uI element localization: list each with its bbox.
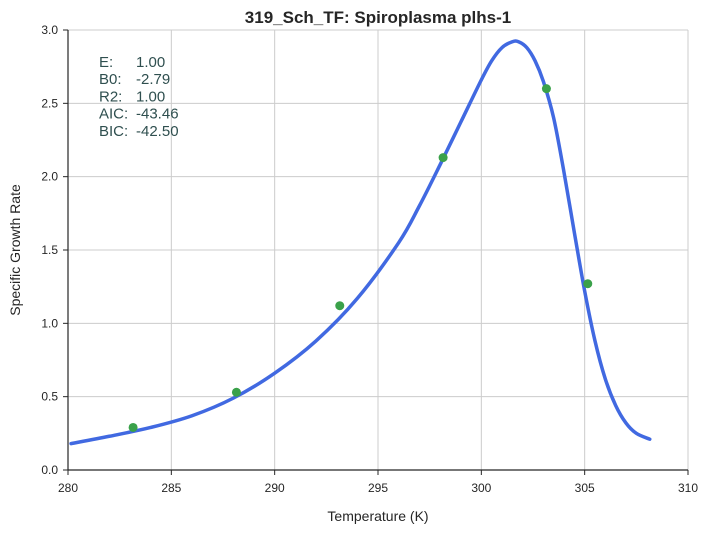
y-axis-label: Specific Growth Rate [7,184,23,316]
y-ticks: 0.0 0.5 1.0 1.5 2.0 2.5 3.0 [41,23,68,477]
x-tick-label: 300 [471,481,491,495]
y-tick-label: 3.0 [41,23,58,37]
data-point [128,422,138,432]
stat-label: BIC: [99,123,128,140]
stat-value: -42.50 [136,123,179,140]
fit-curve-line [69,39,652,446]
y-tick-label: 2.5 [41,96,58,110]
data-point [541,84,551,94]
x-tick-label: 295 [368,481,388,495]
stat-label: E: [99,54,113,71]
data-point [438,153,448,163]
chart-title: 319_Sch_TF: Spiroplasma plhs-1 [245,8,511,27]
x-tick-label: 290 [265,481,285,495]
stat-label: AIC: [99,106,128,123]
y-tick-label: 0.5 [41,390,58,404]
plot-area [69,39,652,446]
y-tick-label: 1.0 [41,316,58,330]
x-tick-label: 280 [58,481,78,495]
stat-label: B0: [99,71,122,88]
x-tick-label: 285 [161,481,181,495]
x-axis-label: Temperature (K) [327,508,428,524]
stat-value: -43.46 [136,106,179,123]
y-tick-label: 1.5 [41,243,58,257]
stat-value: -2.79 [136,71,170,88]
data-point [335,301,345,311]
data-point [231,387,241,397]
x-tick-label: 305 [575,481,595,495]
y-tick-label: 0.0 [41,463,58,477]
y-tick-label: 2.0 [41,170,58,184]
stat-value: 1.00 [136,88,165,105]
grid [67,29,689,471]
stats-annotation: E: 1.00 B0: -2.79 R2: 1.00 AIC: -43.46 BIC: -42.5… [99,54,179,140]
stat-value: 1.00 [136,54,165,71]
x-tick-label: 310 [678,481,698,495]
data-point [583,279,593,289]
x-ticks: 280 285 290 295 300 305 310 [58,470,698,495]
stat-label: R2: [99,88,122,105]
